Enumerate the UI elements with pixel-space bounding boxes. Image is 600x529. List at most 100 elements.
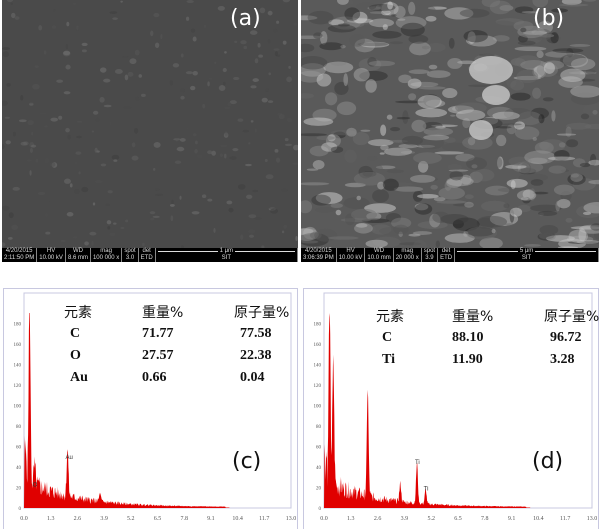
x-tick-label: 13.0 [286,516,297,522]
y-tick-label: 60 [316,445,322,450]
column-header: 元素 [376,309,404,325]
table-row: O 27.57 22.38 [64,345,314,367]
column-header: 重量% [452,309,494,325]
table-cell: C [70,326,81,341]
y-tick-label: 120 [14,384,22,389]
x-tick-label: 11.7 [259,516,269,522]
column-header: 原子量% [544,309,600,325]
info-value: 100 000 x [92,255,120,261]
x-tick-label: 1.3 [47,516,55,522]
info-value: mag [401,248,414,254]
y-tick-label: 180 [14,322,22,327]
peak-label: Ti [424,487,429,493]
y-tick-label: 40 [16,466,22,471]
y-tick-label: 80 [316,425,322,430]
table-cell: 71.77 [142,326,174,341]
info-value: 8.6 mm [67,255,88,261]
info-value: det [441,248,451,254]
info-wd_h: WD 10.0 mm [365,248,394,262]
scale-bar: 5 μm SIT [455,248,599,262]
y-tick-label: 160 [14,343,22,348]
x-tick-label: 3.9 [100,516,108,522]
sem-image-a: (a) 4/20/2015 2:11:50 PM HV 10.00 kV WD 8.6 m… [2,0,298,262]
info-value: 4/20/2015 [304,248,332,254]
info-value: spot [423,248,436,254]
info-value: 4/20/2015 [5,248,33,254]
table-cell: Au [70,370,88,385]
table-cell: Ti [382,352,395,367]
info-value: WD [72,248,83,254]
table-cell: 0.66 [142,370,167,385]
table-cell: C [382,330,393,345]
info-hv_h: HV 10.00 kV [37,248,66,262]
panel-label: (c) [232,449,262,474]
info-value: 3:06:39 PM [303,255,334,261]
info-wd_h: WD 8.6 mm [66,248,91,262]
x-tick-label: 6.5 [454,516,462,522]
info-spot_h: spot 3.9 [422,248,439,262]
info-value: 10.0 mm [367,255,391,261]
info-det_h: det ETD [438,248,456,262]
table-cell: 96.72 [550,330,582,345]
table-row: Au 0.66 0.04 [64,367,314,389]
x-tick-label: 7.8 [180,516,188,522]
peak-label: Ti [415,460,420,466]
x-tick-label: 2.6 [74,516,82,522]
y-tick-label: 120 [314,384,322,389]
column-header: 原子量% [234,305,290,321]
table-cell: 27.57 [142,348,174,363]
info-value: 3.9 [425,255,434,261]
table-row: Ti 11.90 3.28 [376,349,600,371]
y-tick-label: 80 [16,425,22,430]
info-value: mag [100,248,112,254]
y-tick-label: 100 [14,404,22,409]
info-det_h: det ETD [139,248,156,262]
sem-info-bar: 4/20/2015 3:06:39 PM HV 10.00 kV WD 10.0 mm ma… [301,248,599,262]
column-header: 元素 [64,305,92,321]
info-value: ETD [140,255,153,261]
info-mag_h: mag 100 000 x [91,248,123,262]
x-tick-label: 13.0 [587,516,598,522]
y-tick-label: 20 [16,486,22,491]
instrument-label: SIT [521,255,532,261]
y-tick-label: 60 [16,445,22,450]
info-value: HV [346,248,355,254]
y-tick-label: 140 [314,363,322,368]
info-mag_h: mag 20 000 x [394,248,422,262]
info-value: ETD [440,255,453,261]
y-tick-label: 160 [314,343,322,348]
x-tick-label: 5.2 [427,516,435,522]
scale-bar: 1 μm SIT [156,248,298,262]
sem-info-bar: 4/20/2015 2:11:50 PM HV 10.00 kV WD 8.6 mm mag… [2,248,298,262]
x-tick-label: 6.5 [154,516,162,522]
info-spot_h: spot 3.0 [122,248,139,262]
info-hv_h: HV 10.00 kV [337,248,366,262]
composition-table: 元素 重量% 原子量% C 71.77 77.58 O 27.57 22.38 Au 0.66 0.0… [64,301,314,389]
y-tick-label: 20 [316,486,322,491]
y-tick-label: 0 [319,507,322,512]
x-tick-label: 0.0 [20,516,28,522]
eds-spectrum-d: Ti Ti 0.0 1.3 2.6 3.9 5.2 6.5 7.8 9.1 10.4 11.7 13.0… [303,288,599,529]
table-row: C 71.77 77.58 [64,323,314,345]
table-row: C 88.10 96.72 [376,327,600,349]
info-value: spot [124,248,136,254]
info-value: 2:11:50 PM [4,255,35,261]
x-tick-label: 2.6 [374,516,382,522]
spectrum-area [24,313,230,508]
peak-label: O [33,483,38,489]
table-cell: 0.04 [240,370,265,385]
info-value: WD [374,248,385,254]
info-value: HV [46,248,56,254]
table-cell: 22.38 [240,348,272,363]
y-tick-label: 180 [314,322,322,327]
x-tick-label: 0.0 [320,516,328,522]
x-tick-label: 3.9 [401,516,409,522]
info-date: 4/20/2015 3:06:39 PM [301,248,337,262]
table-header: 元素 重量% 原子量% [64,301,314,323]
info-date: 4/20/2015 2:11:50 PM [2,248,38,262]
eds-spectrum-c: O Au 0.0 1.3 2.6 3.9 5.2 6.5 7.8 9.1 10.4 11.7 13.0 0… [3,288,298,529]
peak-label: Au [66,455,73,461]
table-header: 元素 重量% 原子量% [376,305,600,327]
panel-label: (d) [532,449,564,474]
